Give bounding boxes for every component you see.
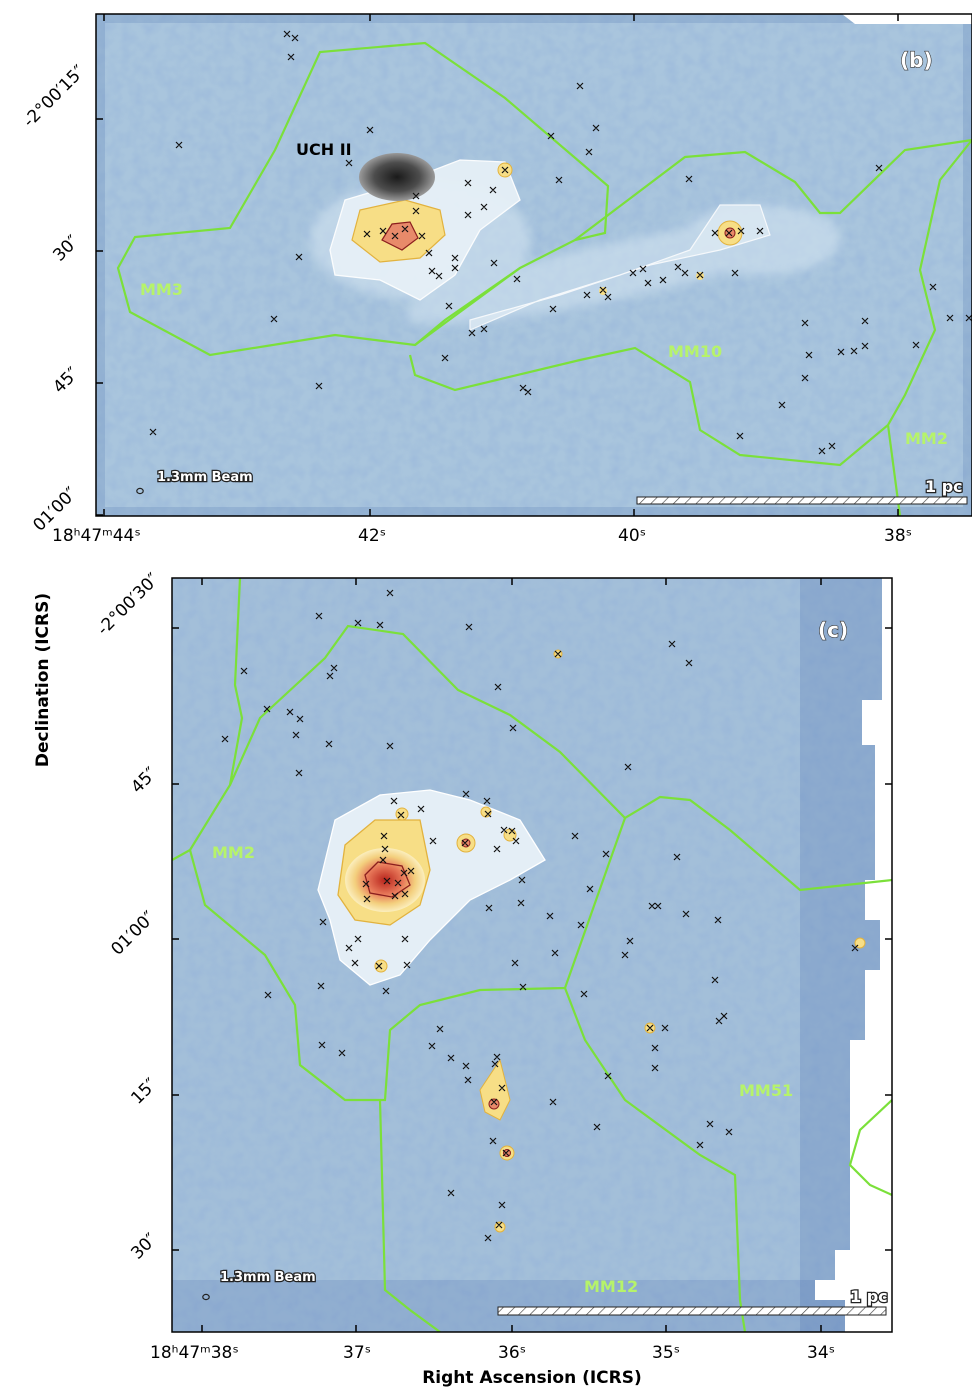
panel-b-ticks [96,14,899,516]
panel-c-ra-tick-3: 35ˢ [652,1343,680,1363]
panel-c-ra-tick-2: 36ˢ [498,1343,526,1363]
region-label-mm3: MM3 [140,280,183,299]
source-markers-b [149,30,972,455]
panel-b-tag: (b) [900,48,933,72]
panel-b-ra-tick-0: 18ʰ47ᵐ44ˢ [52,526,141,546]
scale-bar-c [497,1306,887,1316]
x-axis-title: Right Ascension (ICRS) [422,1368,642,1387]
panel-c-map: 1.3mm Beam 1 pc MM2 MM51 MM12 (c) [172,578,892,1332]
region-outlines-c [172,578,892,1332]
panel-c-dec-tick-0: -2°00′30″ [93,570,163,640]
panel-c-ticks [172,578,892,1332]
scale-bar-b [636,496,968,505]
panel-c-ra-tick-0: 18ʰ47ᵐ38ˢ [150,1343,239,1363]
panel-c: 1.3mm Beam 1 pc MM2 MM51 MM12 (c) 18ʰ47ᵐ… [93,570,893,1363]
panel-b-frame [95,13,972,517]
panel-b-map: 1.3mm Beam 1 pc MM3 MM10 MM2 UCH II (b) [96,14,972,516]
scale-label-c: 1 pc [850,1287,888,1306]
panel-c-frame [171,577,893,1333]
scale-label-b: 1 pc [925,477,963,496]
source-markers-c [221,589,859,1242]
beam-label-c: 1.3mm Beam [220,1270,316,1285]
region-label-mm2-b: MM2 [905,429,948,448]
panel-c-dec-tick-2: 01′00″ [107,908,159,960]
panel-c-dec-tick-4: 30″ [127,1230,161,1264]
region-label-mm10: MM10 [668,342,722,361]
panel-c-tag: (c) [818,618,848,642]
region-label-mm2-c: MM2 [212,843,255,862]
y-axis-title: Declination (ICRS) [33,593,53,767]
panel-c-ra-tick-1: 37ˢ [343,1343,371,1363]
region-label-mm51: MM51 [739,1081,793,1100]
uchii-region [359,153,435,201]
beam-ellipse-b [136,487,144,495]
region-outlines-b [116,41,972,516]
panel-c-dec-tick-3: 15″ [127,1075,161,1109]
uchii-label: UCH II [296,140,352,159]
panel-c-ra-tick-4: 34ˢ [807,1343,835,1363]
panel-b-ra-tick-1: 42ˢ [358,526,386,546]
panel-b-ra-tick-3: 38ˢ [884,526,912,546]
beam-label-b: 1.3mm Beam [157,470,253,485]
panel-b-dec-tick-0: -2°00′15″ [19,62,89,132]
panel-b: 1.3mm Beam 1 pc MM3 MM10 MM2 UCH II (b) … [19,13,972,546]
panel-b-ra-tick-2: 40ˢ [618,526,646,546]
panel-c-dec-tick-1: 45″ [127,764,161,798]
beam-ellipse-c [202,1293,210,1301]
panel-b-dec-tick-2: 45″ [49,364,83,398]
region-label-mm12: MM12 [584,1277,638,1296]
panel-b-dec-tick-1: 30″ [49,232,83,266]
